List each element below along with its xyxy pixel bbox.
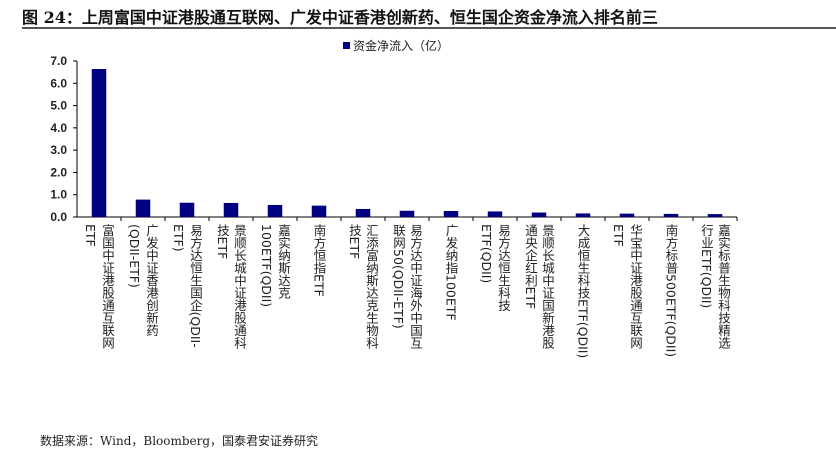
category-label: 富国中证港股通互联网 ETF (83, 224, 115, 349)
y-tick-label: 3.0 (50, 143, 67, 157)
bar (443, 210, 459, 217)
y-tick-label: 4.0 (50, 121, 67, 135)
chart-legend: 资金净流入（亿） (343, 37, 449, 54)
y-tick-label: 7.0 (50, 54, 67, 68)
category-label: 大成恒生科技ETF(QDII) (575, 224, 591, 359)
bar (135, 199, 151, 217)
source-note: 数据来源：Wind，Bloomberg，国泰君安证券研究 (40, 434, 319, 448)
y-tick-label: 6.0 (50, 76, 67, 90)
bar (487, 211, 503, 217)
legend-label: 资金净流入（亿） (353, 39, 450, 53)
category-label: 嘉实标普生物科技精选 行业ETF(QDII) (699, 224, 731, 349)
bar (399, 210, 415, 217)
category-label: 南方恒指ETF (311, 224, 327, 297)
category-label: 汇添富纳斯达克生物科 技ETF (347, 224, 379, 349)
bar (663, 213, 679, 217)
bar (267, 204, 283, 217)
y-tick-label: 0.0 (50, 210, 67, 224)
title-divider (22, 27, 836, 29)
y-tick-label: 5.0 (50, 99, 67, 113)
bar (311, 205, 327, 217)
category-label: 易方达中证海外中国互 联网50(QDII-ETF) (391, 224, 423, 349)
bar (619, 213, 635, 217)
category-label: 景顺长城中证港股通科 技ETF (215, 224, 247, 349)
category-label: 广发中证香港创新药 (QDII-ETF) (127, 224, 159, 337)
category-label: 嘉实纳斯达克 100ETF(QDII) (259, 224, 291, 308)
bar (575, 213, 591, 217)
category-label: 易方达恒生科技 ETF(QDII) (479, 224, 511, 312)
bar (179, 202, 195, 217)
category-label: 南方标普500ETF(QDII) (663, 224, 679, 358)
category-label: 广发纳指100ETF (443, 224, 459, 321)
figure-title: 图 24：上周富国中证港股通互联网、广发中证香港创新药、恒生国企资金净流入排名前… (22, 8, 658, 27)
y-tick-label: 1.0 (50, 188, 67, 202)
bar (531, 212, 547, 217)
bar (707, 214, 723, 217)
y-tick-label: 2.0 (50, 165, 67, 179)
category-label: 易方达恒生国企(QDII- ETF) (171, 224, 203, 348)
bar (223, 202, 239, 217)
bar (91, 69, 107, 217)
category-label: 景顺长城中证国新港股 通央企红利ETF (523, 224, 555, 349)
bar (355, 208, 371, 217)
category-label: 华宝中证港股通互联网 ETF (611, 224, 643, 349)
legend-swatch (343, 42, 350, 49)
